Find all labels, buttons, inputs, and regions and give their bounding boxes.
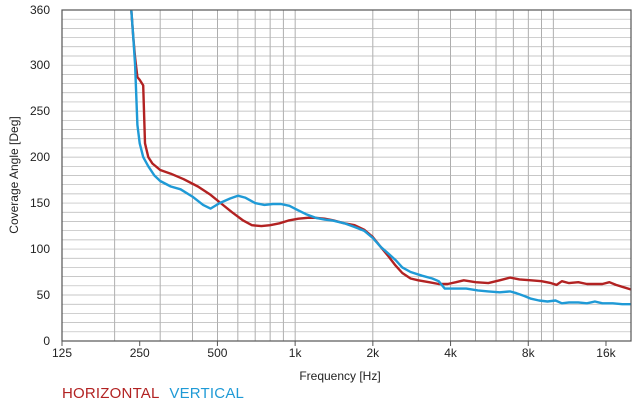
grid (61, 10, 632, 346)
y-tick-label: 150 (30, 196, 50, 210)
legend: HORIZONTAL VERTICAL (62, 385, 244, 400)
x-tick-labels: 125 250 500 1k 2k 4k 8k 16k (52, 346, 617, 360)
legend-item-vertical: VERTICAL (169, 385, 244, 400)
y-axis-label: Coverage Angle [Deg] (7, 116, 21, 233)
series-line-vertical (130, 9, 631, 306)
x-tick-label: 500 (207, 346, 227, 360)
y-tick-labels: 0 50 100 150 200 250 300 360 (30, 3, 50, 348)
y-tick-label: 300 (30, 58, 50, 72)
x-tick-label: 2k (367, 346, 381, 360)
y-tick-label: 250 (30, 104, 50, 118)
x-tick-label: 8k (522, 346, 536, 360)
series-layer (130, 9, 632, 306)
x-tick-label: 4k (444, 346, 458, 360)
x-tick-label: 250 (130, 346, 150, 360)
y-tick-label: 200 (30, 150, 50, 164)
y-tick-label: 0 (43, 334, 50, 348)
y-tick-label: 50 (37, 288, 51, 302)
x-axis-label: Frequency [Hz] (299, 369, 380, 383)
x-tick-label: 125 (52, 346, 72, 360)
plot-frame (61, 9, 632, 342)
y-tick-label: 100 (30, 242, 50, 256)
x-tick-label: 16k (596, 346, 616, 360)
legend-item-horizontal: HORIZONTAL (62, 385, 159, 400)
x-tick-label: 1k (289, 346, 303, 360)
y-tick-label: 360 (30, 3, 50, 17)
